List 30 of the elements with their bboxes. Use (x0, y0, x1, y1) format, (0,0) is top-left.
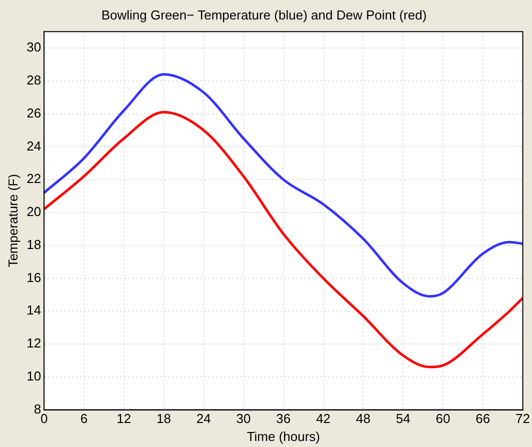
y-tick-label: 10 (26, 368, 42, 384)
x-tick-label: 48 (356, 411, 370, 426)
y-tick-label: 24 (26, 138, 42, 154)
x-axis-title: Time (hours) (246, 428, 320, 444)
y-tick-label: 30 (26, 40, 42, 55)
y-tick-label: 14 (26, 302, 42, 318)
x-tick-label: 24 (196, 411, 211, 426)
x-tick-label: 66 (476, 411, 490, 426)
x-tick-label: 72 (516, 411, 530, 426)
y-tick-label: 8 (34, 401, 42, 416)
x-tick-label: 12 (116, 411, 132, 426)
y-tick-label: 20 (26, 204, 42, 220)
x-tick-label: 60 (436, 411, 450, 426)
y-tick-label: 12 (26, 336, 42, 351)
y-tick-label: 16 (26, 270, 42, 285)
chart-title: Bowling Green− Temperature (blue) and Dew Point (red) (101, 7, 427, 22)
x-tick-label: 18 (156, 411, 171, 426)
y-tick-label: 18 (26, 236, 42, 252)
y-tick-label: 28 (26, 72, 42, 88)
line-series (44, 73, 523, 298)
x-tick-label: 36 (276, 411, 291, 426)
line-series (44, 110, 523, 368)
y-tick-label: 26 (26, 105, 42, 120)
x-tick-label: 6 (80, 411, 88, 426)
y-tick-label: 22 (26, 171, 42, 186)
x-tick-label: 0 (40, 411, 48, 426)
x-tick-label: 54 (396, 411, 410, 426)
x-tick-label: 30 (236, 411, 251, 426)
x-tick-label: 42 (316, 411, 331, 426)
y-axis-title: Temperature (F) (5, 174, 20, 268)
